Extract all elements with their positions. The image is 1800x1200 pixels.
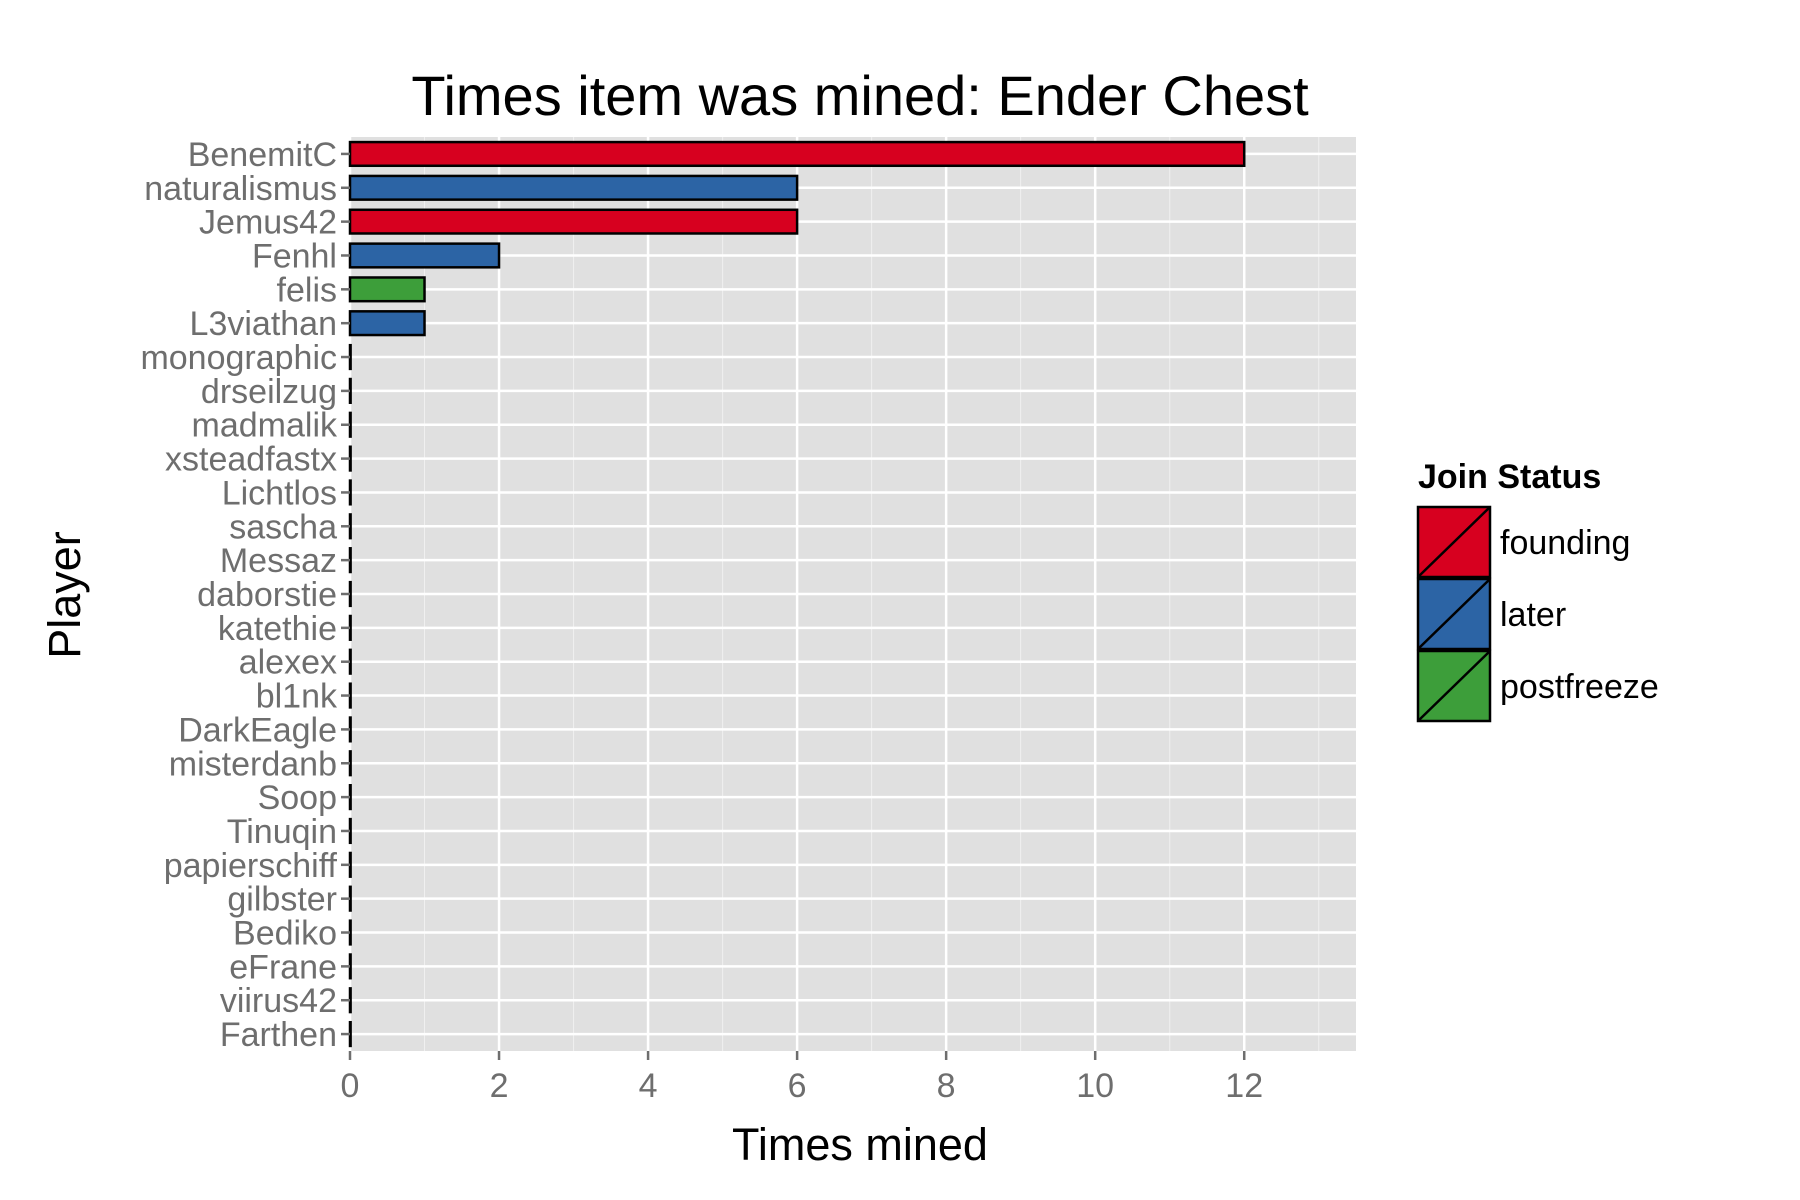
bar-BenemitC (348, 140, 1246, 168)
y-tick-label: papierschiff (164, 847, 338, 885)
x-tick-label: 6 (788, 1067, 807, 1105)
bar-Lichtlos (348, 479, 352, 506)
y-tick-label: Messaz (220, 542, 337, 580)
x-tick-label: 10 (1076, 1067, 1114, 1105)
bar-felis (348, 276, 426, 303)
legend-label-postfreeze: postfreeze (1500, 668, 1659, 706)
y-tick-label: viirus42 (220, 982, 337, 1020)
legend-key-diagonal (1417, 578, 1491, 650)
y-tick-label: alexex (239, 644, 337, 682)
y-tick-label: Tinuqin (227, 813, 337, 851)
y-tick-label: xsteadfastx (165, 441, 337, 479)
bar-alexex (348, 648, 352, 675)
y-tick-label: gilbster (227, 881, 337, 919)
y-tick-label: daborstie (197, 576, 337, 614)
legend: Join Status founding later postfreeze (1416, 458, 1659, 723)
bar-Messaz (348, 547, 352, 574)
y-axis-title: Player (39, 531, 90, 659)
y-tick-label: bl1nk (256, 678, 338, 716)
bar-Jemus42 (348, 208, 799, 235)
bar-monographic (348, 343, 352, 371)
y-tick-label: Fenhl (252, 237, 337, 275)
y-tick-label: madmalik (192, 407, 338, 445)
bar-misterdanb (348, 750, 352, 777)
bar-papierschiff (348, 851, 352, 878)
x-tick-label: 2 (490, 1067, 509, 1105)
bar-DarkEagle (348, 716, 352, 743)
chart-title: Times item was mined: Ender Chest (411, 64, 1309, 127)
bars (348, 140, 1246, 1048)
bar-Tinuqin (348, 817, 352, 845)
legend-label-founding: founding (1500, 524, 1630, 562)
y-tick-label: DarkEagle (178, 711, 337, 749)
y-tick-label: BenemitC (188, 136, 337, 174)
x-tick-label: 4 (639, 1067, 658, 1105)
bar-bl1nk (348, 682, 352, 709)
bar-viirus42 (348, 987, 352, 1014)
bar-madmalik (348, 411, 352, 438)
y-tick-label: drseilzug (201, 373, 337, 411)
legend-key-diagonal (1417, 650, 1491, 722)
x-tick-label: 0 (341, 1067, 360, 1105)
bar-daborstie (348, 580, 352, 608)
y-tick-label: Bediko (233, 915, 337, 953)
y-tick-label: Farthen (220, 1016, 337, 1054)
x-axis-title: Times mined (732, 1119, 988, 1170)
bar-naturalismus (348, 174, 799, 201)
y-tick-label: misterdanb (169, 745, 337, 783)
bar-Farthen (348, 1020, 352, 1048)
y-tick-label: monographic (140, 339, 337, 377)
bar-sascha (348, 513, 352, 540)
legend-label-later: later (1500, 596, 1566, 634)
x-axis: 0 2 4 6 8 10 12 (341, 1051, 1263, 1105)
y-tick-label: felis (277, 271, 337, 309)
y-tick-label: naturalismus (144, 170, 337, 208)
y-tick-label: Lichtlos (222, 474, 337, 512)
y-tick-label: L3viathan (190, 305, 337, 343)
legend-key-diagonal (1417, 506, 1491, 578)
y-tick-label: eFrane (229, 948, 337, 986)
bar-Fenhl (348, 242, 501, 269)
y-tick-label: Jemus42 (199, 204, 337, 242)
y-axis: BenemitCnaturalismusJemus42FenhlfelisL3v… (140, 136, 350, 1054)
bar-drseilzug (348, 377, 352, 404)
bar-Soop (348, 784, 352, 811)
y-tick-label: Soop (258, 779, 337, 817)
bar-L3viathan (348, 310, 426, 337)
bar-eFrane (348, 953, 352, 980)
x-tick-label: 12 (1225, 1067, 1263, 1105)
legend-title: Join Status (1418, 458, 1601, 496)
bar-katethie (348, 614, 352, 641)
bar-xsteadfastx (348, 445, 352, 472)
bar-gilbster (348, 885, 352, 912)
y-tick-label: sascha (229, 508, 337, 546)
y-tick-label: katethie (218, 610, 337, 648)
x-tick-label: 8 (937, 1067, 956, 1105)
bar-Bediko (348, 919, 352, 946)
